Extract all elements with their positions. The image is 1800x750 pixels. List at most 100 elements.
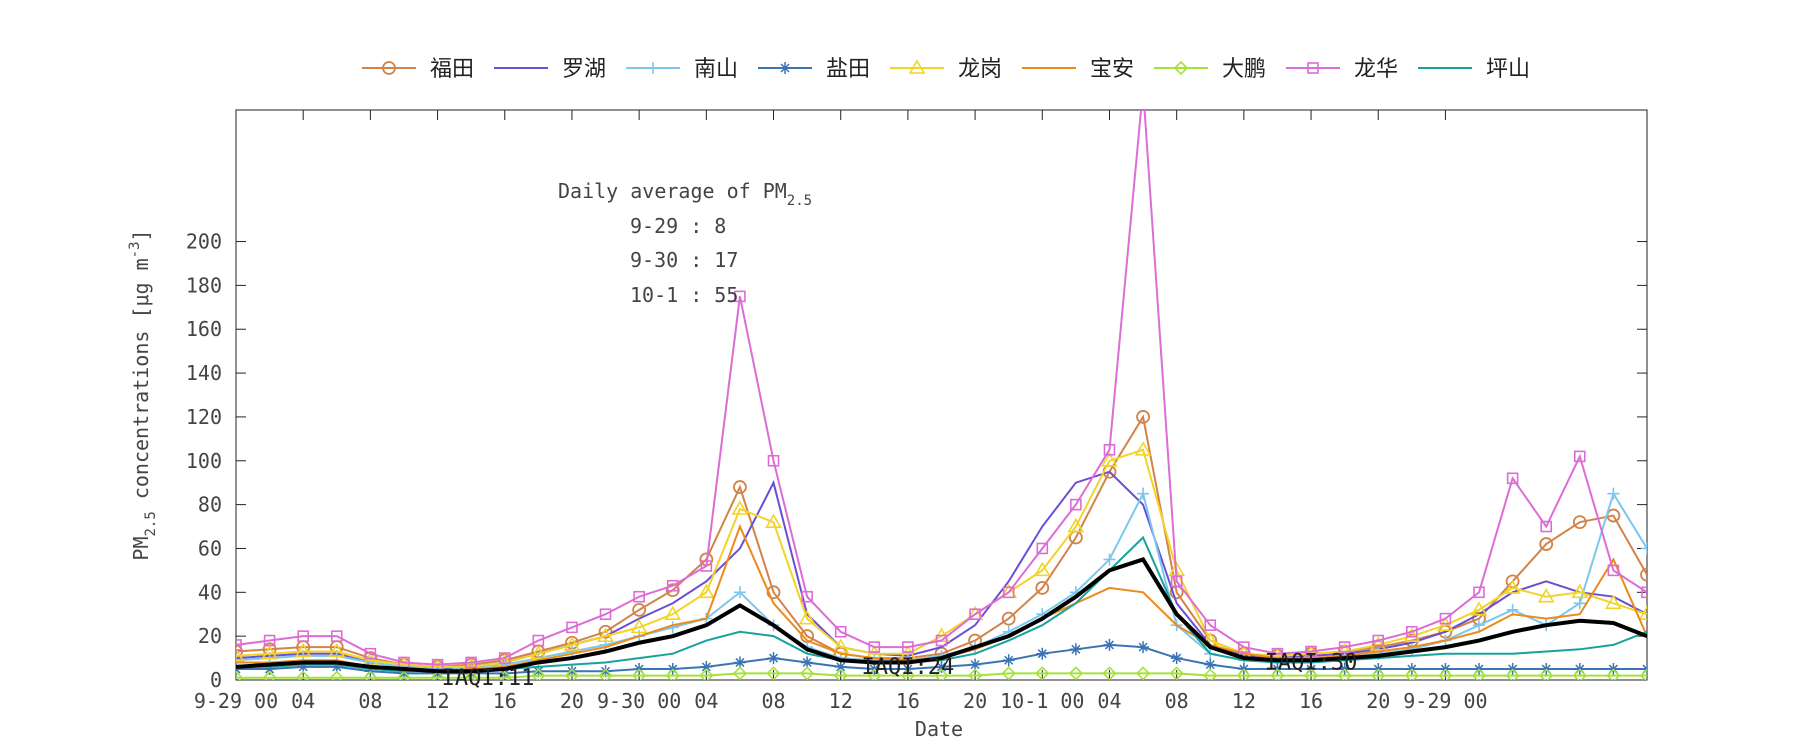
- data-point: [294, 642, 312, 658]
- mean-line-layer: [236, 557, 1647, 674]
- data-point: [1641, 586, 1647, 599]
- data-point: [261, 645, 278, 660]
- data-point: [665, 583, 680, 598]
- data-point: [1035, 581, 1050, 595]
- data-point: [396, 670, 412, 680]
- data-point: [1539, 668, 1554, 680]
- x-tick-label: 16: [1299, 689, 1323, 713]
- data-point: [1035, 666, 1050, 680]
- data-point: [236, 647, 245, 662]
- data-point: [833, 668, 848, 680]
- legend-label: 宝安: [1090, 57, 1134, 82]
- data-point: [1307, 62, 1319, 74]
- data-point: [1033, 561, 1051, 577]
- data-point: [902, 641, 914, 653]
- data-point: [1605, 594, 1622, 610]
- data-point: [969, 608, 981, 621]
- daily-average-annotation: Daily average of PM2.5 9-29 : 8 9-30 : 1…: [558, 179, 812, 307]
- legend-label: 坪山: [1486, 57, 1530, 82]
- data-point: [935, 660, 948, 673]
- x-tick-label: 12: [426, 689, 450, 713]
- legend-item-9: 坪山: [1418, 57, 1530, 82]
- data-point: [532, 665, 545, 678]
- data-point: [382, 61, 396, 75]
- data-point: [297, 630, 309, 642]
- data-point: [1371, 668, 1386, 680]
- y-tick-label: 200: [186, 230, 222, 254]
- data-point: [798, 610, 816, 625]
- y-tick-label: 140: [186, 361, 222, 385]
- legend-label: 龙华: [1354, 57, 1398, 82]
- data-point: [1338, 641, 1351, 653]
- data-point: [900, 668, 916, 680]
- data-point: [1573, 597, 1586, 610]
- x-axis-label: Date: [915, 717, 963, 741]
- data-point: [908, 59, 926, 74]
- legend-item-8: 龙华: [1286, 57, 1398, 82]
- data-point: [498, 667, 511, 680]
- data-point: [1036, 647, 1049, 660]
- data-point: [731, 500, 749, 515]
- series-line: [236, 110, 1647, 666]
- data-point: [647, 62, 659, 74]
- x-tick-label: 16: [896, 689, 920, 713]
- x-tick-label: 08: [358, 689, 382, 713]
- data-point: [1473, 586, 1485, 599]
- data-point: [732, 666, 748, 680]
- legend-label: 盐田: [826, 57, 870, 82]
- data-point: [1607, 487, 1620, 500]
- y-tick-label: 20: [198, 624, 222, 648]
- legend-label: 大鹏: [1222, 57, 1266, 82]
- data-point: [1504, 579, 1522, 594]
- data-point: [1640, 567, 1647, 582]
- y-tick-label: 160: [186, 317, 222, 341]
- data-point: [665, 668, 680, 680]
- data-point: [531, 668, 546, 680]
- y-tick-label: 0: [210, 668, 222, 692]
- data-point: [532, 634, 545, 647]
- x-tick-label: 04: [1097, 689, 1121, 713]
- data-point: [236, 670, 244, 680]
- data-point: [1505, 668, 1520, 680]
- data-point: [733, 586, 746, 599]
- data-point: [564, 668, 580, 680]
- x-tick-label: 10-1 00: [1000, 689, 1084, 713]
- data-point: [697, 583, 715, 599]
- data-point: [801, 590, 813, 603]
- data-point: [465, 667, 478, 680]
- data-point: [1137, 487, 1150, 500]
- y-axis-label: PM2.5 concentrations [μg m-3]: [127, 229, 159, 560]
- data-point: [563, 636, 581, 651]
- x-tick-label: 12: [1232, 689, 1256, 713]
- legend-label: 福田: [430, 57, 474, 82]
- x-tick-label: 20: [560, 689, 584, 713]
- data-point: [364, 647, 377, 660]
- iaqi-labels: IAQI:11 IAQI:24 IAQI:30: [442, 650, 1358, 690]
- x-tick-label: 9-29 00: [194, 689, 278, 713]
- plot-area: [235, 109, 1648, 681]
- data-point: [700, 560, 713, 572]
- data-point: [296, 670, 311, 680]
- data-point: [328, 642, 346, 658]
- data-point: [1638, 605, 1647, 621]
- data-point: [1438, 668, 1453, 680]
- x-tick-label: 12: [829, 689, 853, 713]
- legend-label: 罗湖: [562, 57, 606, 82]
- x-axis: 9-29 00 04 08 12 16 20 9-30 00 04 08 12 16 20 10-1 0…: [194, 110, 1488, 713]
- x-tick-label: 04: [694, 689, 718, 713]
- data-point: [363, 670, 378, 680]
- data-point: [765, 513, 782, 528]
- legend-label: 南山: [694, 57, 738, 82]
- data-point: [1403, 627, 1421, 642]
- data-point: [1372, 634, 1385, 647]
- data-point: [1406, 625, 1418, 638]
- data-point: [733, 656, 746, 669]
- data-point: [598, 624, 613, 639]
- data-point: [263, 634, 276, 647]
- data-point: [779, 62, 791, 74]
- data-point: [700, 660, 713, 673]
- data-point: [767, 454, 780, 467]
- data-point: [1470, 601, 1488, 616]
- x-tick-label: 20: [963, 689, 987, 713]
